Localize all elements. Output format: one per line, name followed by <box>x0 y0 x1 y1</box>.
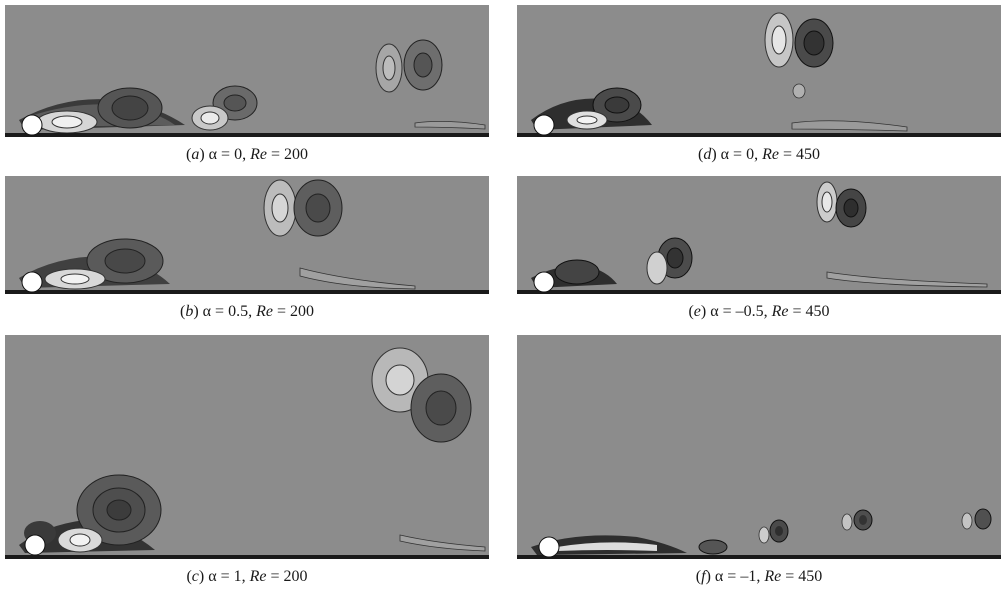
panel-d-plot <box>517 5 1001 137</box>
caption-e: (e) α = –0.5, Re = 450 <box>688 303 830 320</box>
panel-e-plot <box>517 176 1001 294</box>
panel-c-vorticity-field <box>5 335 489 559</box>
panel-c-plot <box>5 335 489 559</box>
panel-a-plot <box>5 5 489 137</box>
caption-f: (f) α = –1, Re = 450 <box>695 568 823 585</box>
panel-b-plot <box>5 176 489 294</box>
caption-d: (d) α = 0, Re = 450 <box>698 146 820 163</box>
panel-d-vorticity-field <box>517 5 1001 137</box>
caption-c: (c) α = 1, Re = 200 <box>186 568 308 585</box>
panel-f-vorticity-field <box>517 335 1001 559</box>
caption-a: (a) α = 0, Re = 200 <box>186 146 308 163</box>
panel-e-vorticity-field <box>517 176 1001 294</box>
panel-a-vorticity-field <box>5 5 489 137</box>
caption-b: (b) α = 0.5, Re = 200 <box>180 303 314 320</box>
panel-f-plot <box>517 335 1001 559</box>
panel-b-vorticity-field <box>5 176 489 294</box>
